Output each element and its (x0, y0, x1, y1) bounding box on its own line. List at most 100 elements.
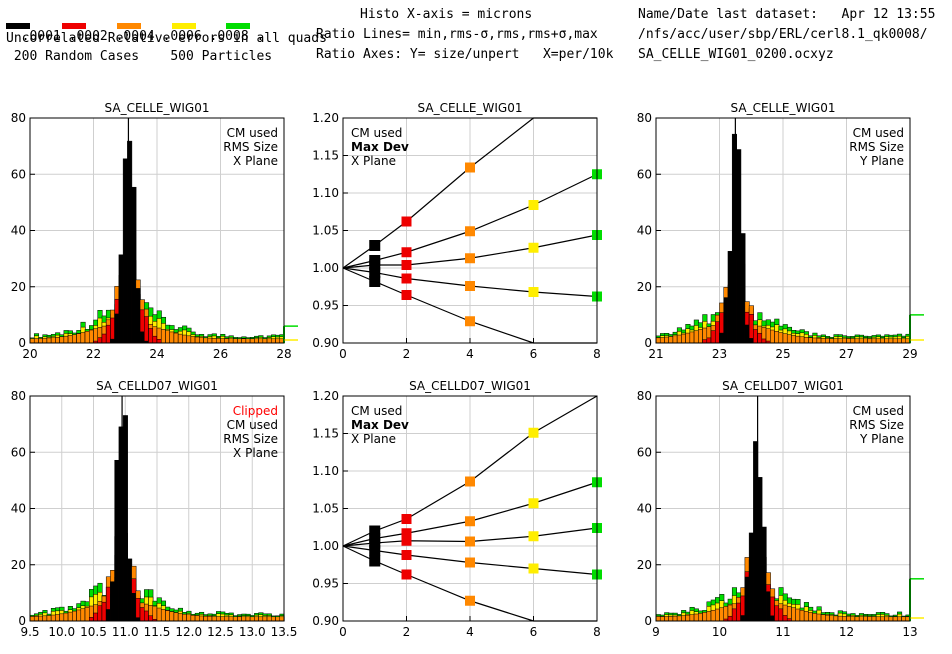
dataset-name-date: Name/Date last dataset: Apr 12 13:55 (638, 7, 936, 22)
histogram-bar (715, 321, 721, 344)
histogram-bar (254, 338, 260, 344)
histogram-bar (816, 337, 822, 344)
histogram-bar (203, 615, 209, 622)
histogram-bar (854, 616, 860, 622)
histogram-bar (211, 338, 217, 344)
plot-annotation: CM used (853, 126, 904, 140)
histogram-bar (753, 329, 759, 344)
histogram-bar (80, 608, 86, 622)
histogram-bar (72, 334, 78, 344)
histogram-bar (84, 331, 90, 344)
histogram-bar (271, 338, 277, 344)
histogram-bar (731, 608, 737, 622)
histogram-bar (706, 611, 712, 622)
y-tick-label: 40 (11, 224, 26, 238)
plot-annotation: Clipped (233, 404, 278, 418)
x-tick-label: 2 (403, 625, 411, 639)
histogram-bar (29, 338, 35, 344)
ratio-point (401, 247, 412, 258)
y-tick-label: 0.90 (312, 614, 339, 628)
histogram-bar (770, 329, 776, 344)
plot-annotation: RMS Size (849, 140, 904, 154)
ratio-point (528, 498, 539, 509)
legend-level-6: . (256, 29, 265, 44)
histogram-bar (275, 616, 281, 622)
ratio-point (369, 545, 381, 556)
y-tick-label: 40 (637, 224, 652, 238)
histogram-bar (67, 335, 73, 344)
histogram-bar (199, 337, 205, 344)
histogram-bar (59, 613, 65, 622)
histogram-bar (160, 329, 167, 344)
ratio-point (369, 276, 381, 287)
histogram-bar (135, 617, 141, 622)
histogram-bar (46, 615, 52, 622)
y-tick-label: 0 (18, 336, 26, 350)
ratio-point (528, 287, 539, 297)
histogram-bar (833, 338, 839, 344)
ratio-point (401, 514, 412, 524)
histogram-bar (736, 602, 742, 622)
histogram-bar (744, 576, 750, 622)
histogram-bar (220, 338, 226, 344)
ratio-point (528, 427, 539, 438)
histogram-bar (114, 313, 120, 344)
histogram-bar (186, 335, 192, 344)
histogram-bar (782, 615, 788, 622)
histogram-bar (118, 254, 124, 344)
histogram-bar (237, 616, 243, 622)
histogram-bar (655, 337, 661, 344)
histogram-bar (782, 333, 788, 344)
histogram-bar (97, 605, 103, 622)
histogram-bar (846, 616, 852, 622)
histogram-bar (655, 616, 661, 622)
histogram-bar (29, 616, 35, 622)
histogram-bar (33, 338, 40, 344)
histogram-bar (664, 336, 670, 344)
histogram-bar (761, 526, 767, 622)
histogram-bar (177, 613, 183, 622)
y-tick-label: 60 (637, 445, 652, 459)
histogram-bar (799, 336, 805, 344)
legend-swatch-green (226, 23, 250, 29)
ratio-point (401, 528, 412, 539)
histogram-bar (127, 558, 133, 622)
histogram-bar (719, 332, 725, 344)
histogram-bar (837, 338, 843, 344)
histogram-bar (681, 615, 687, 622)
legend-cases: 200 Random Cases 500 Particles (6, 49, 273, 64)
y-tick-label: 20 (11, 280, 26, 294)
legend-level-5: .0008 (209, 29, 249, 44)
histogram-bar (42, 615, 48, 622)
plot-title: SA_CELLD07_WIG01 (722, 379, 844, 393)
ratio-point (401, 550, 412, 560)
x-tick-label: 10 (712, 625, 727, 639)
histogram-bar (224, 338, 230, 344)
histogram-bar (72, 610, 78, 622)
legend-level-3: .0004 (115, 29, 155, 44)
histogram-bar (795, 335, 801, 344)
histogram-bar (858, 616, 864, 622)
plot-annotation: RMS Size (849, 418, 904, 432)
ratio-point (369, 525, 381, 537)
histogram-bar (241, 338, 247, 344)
histogram-bar (55, 614, 61, 622)
x-tick-label: 12.0 (175, 625, 202, 639)
y-tick-label: 1.05 (312, 502, 339, 516)
ratio-point (528, 242, 539, 253)
y-tick-label: 0 (18, 614, 26, 628)
histogram-bar (812, 612, 818, 622)
histogram-bar (698, 329, 704, 344)
x-tick-label: 13 (902, 625, 917, 639)
histogram-bar (837, 615, 843, 622)
histogram-bar (135, 288, 141, 344)
ratio-point (465, 253, 475, 264)
histogram-bar (774, 331, 780, 344)
histogram-bar (152, 335, 158, 344)
histogram-bar (842, 616, 848, 622)
histogram-bar (207, 616, 213, 622)
histogram-bar (93, 612, 99, 622)
ratio-point (369, 537, 381, 549)
